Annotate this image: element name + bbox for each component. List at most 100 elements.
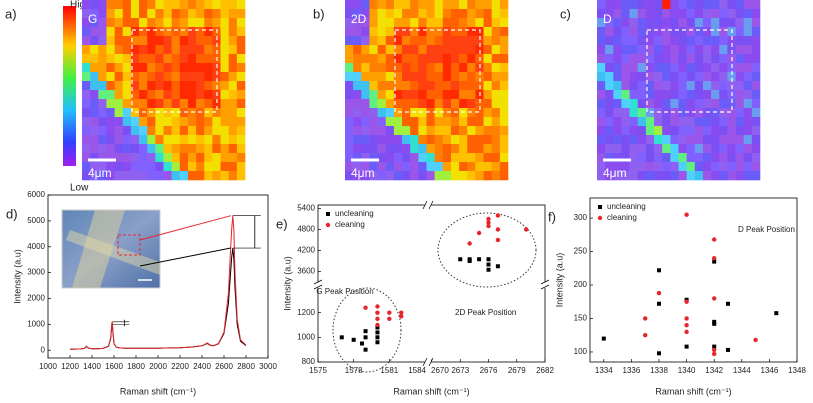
map-cell bbox=[228, 36, 238, 46]
y-tick-label: 800 bbox=[302, 357, 316, 366]
map-cell bbox=[90, 108, 99, 118]
map-cell bbox=[114, 0, 124, 10]
map-cell bbox=[442, 18, 452, 28]
map-cell bbox=[686, 171, 696, 181]
map-cell bbox=[711, 126, 720, 136]
map-cell bbox=[711, 81, 720, 91]
map-cell bbox=[694, 72, 704, 82]
map-cell bbox=[418, 171, 427, 181]
point bbox=[467, 241, 472, 246]
map-cell bbox=[139, 45, 148, 55]
map-cell bbox=[751, 27, 761, 37]
map-cell bbox=[491, 63, 501, 73]
axis-break bbox=[314, 282, 322, 288]
map-cell bbox=[220, 45, 229, 55]
map-cell bbox=[130, 81, 140, 91]
map-cell bbox=[410, 90, 419, 100]
map-cell bbox=[171, 144, 181, 154]
map-cell bbox=[629, 144, 639, 154]
y-tick-label: 1000 bbox=[297, 332, 315, 341]
map-cell bbox=[467, 0, 476, 10]
map-cell bbox=[130, 135, 140, 145]
x-tick-label: 2670 bbox=[431, 366, 449, 375]
map-cell bbox=[483, 99, 492, 109]
map-cell bbox=[345, 108, 354, 118]
map-cell bbox=[426, 54, 435, 64]
map-cell bbox=[187, 18, 197, 28]
map-cell bbox=[179, 126, 189, 136]
map-cell bbox=[629, 108, 639, 118]
map-cell bbox=[220, 90, 229, 100]
map-cell bbox=[743, 63, 753, 73]
map-cell bbox=[418, 36, 427, 46]
y-tick-label: 4200 bbox=[297, 246, 315, 255]
map-cell bbox=[147, 135, 156, 145]
map-cell bbox=[467, 72, 476, 82]
map-cell bbox=[385, 72, 395, 82]
map-cell bbox=[629, 45, 639, 55]
map-cell bbox=[686, 153, 696, 163]
map-cell bbox=[442, 162, 452, 172]
map-cell bbox=[171, 135, 181, 145]
map-cell bbox=[410, 153, 419, 163]
map-cell bbox=[475, 171, 484, 181]
map-cell bbox=[171, 45, 181, 55]
map-cell bbox=[450, 135, 460, 145]
map-cell bbox=[434, 27, 444, 37]
map-cell bbox=[377, 45, 387, 55]
map-cell bbox=[130, 90, 140, 100]
map-cell bbox=[187, 153, 197, 163]
legend-marker bbox=[598, 205, 602, 209]
map-cell bbox=[361, 0, 370, 10]
map-cell bbox=[163, 27, 172, 37]
map-cell bbox=[139, 99, 148, 109]
map-cell bbox=[621, 99, 630, 109]
map-cell bbox=[483, 144, 492, 154]
map-cell bbox=[702, 54, 712, 64]
map-cell bbox=[491, 144, 501, 154]
map-cell bbox=[475, 36, 484, 46]
map-cell bbox=[402, 63, 411, 73]
panel-label: f) bbox=[548, 209, 556, 224]
map-cell bbox=[114, 90, 124, 100]
x-tick-label: 1600 bbox=[105, 362, 123, 371]
map-cell bbox=[163, 99, 172, 109]
map-cell bbox=[450, 90, 460, 100]
map-cell bbox=[434, 36, 444, 46]
map-cell bbox=[410, 45, 419, 55]
map-cell bbox=[459, 90, 468, 100]
map-cell bbox=[393, 90, 403, 100]
point bbox=[375, 316, 380, 322]
map-cell bbox=[499, 0, 509, 10]
map-cell bbox=[670, 144, 679, 154]
map-cell bbox=[196, 27, 205, 37]
map-cell bbox=[418, 153, 427, 163]
map-cell bbox=[719, 72, 728, 82]
map-cell bbox=[621, 72, 630, 82]
map-cell bbox=[345, 117, 354, 127]
map-cell bbox=[654, 81, 663, 91]
map-cell bbox=[361, 99, 370, 109]
map-cell bbox=[499, 81, 509, 91]
map-cell bbox=[426, 45, 435, 55]
map-cell bbox=[228, 27, 238, 37]
map-cell bbox=[369, 45, 378, 55]
map-cell bbox=[155, 45, 164, 55]
map-cell bbox=[459, 9, 468, 19]
map-cell bbox=[106, 45, 115, 55]
map-cell bbox=[426, 135, 435, 145]
map-cell bbox=[450, 162, 460, 172]
map-cell bbox=[743, 135, 753, 145]
map-cell bbox=[345, 135, 354, 145]
map-cell bbox=[187, 144, 197, 154]
map-cell bbox=[613, 27, 622, 37]
x-tick-label: 2676 bbox=[480, 366, 498, 375]
map-cell bbox=[491, 171, 501, 181]
map-cell bbox=[434, 99, 444, 109]
map-cell bbox=[426, 63, 435, 73]
map-cell bbox=[702, 45, 712, 55]
map-cell bbox=[212, 108, 221, 118]
map-cell bbox=[686, 18, 696, 28]
map-cell bbox=[196, 54, 205, 64]
map-cell bbox=[393, 36, 403, 46]
